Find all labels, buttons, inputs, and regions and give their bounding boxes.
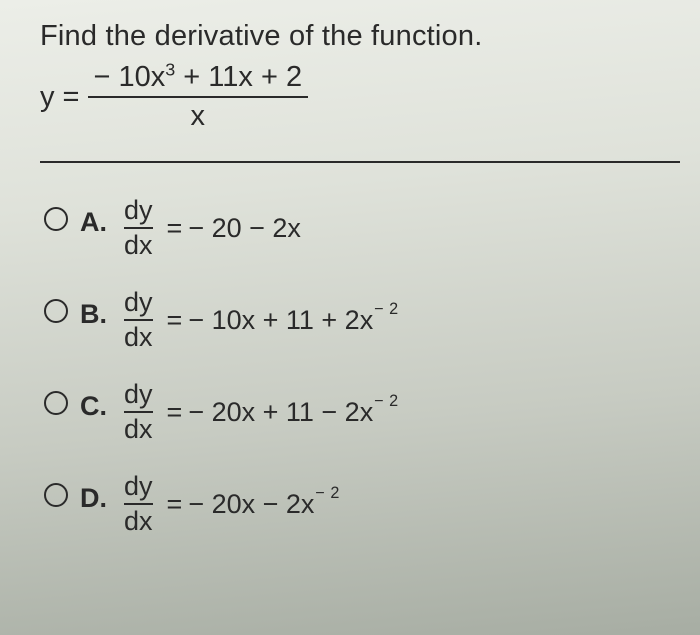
dy: dy <box>124 197 153 227</box>
choice-letter: D. <box>80 483 110 514</box>
rhs-main: − 20x + 11 − 2x <box>188 397 373 427</box>
choice-d[interactable]: D. dy dx = − 20x − 2x− 2 <box>44 473 680 535</box>
content-area: Find the derivative of the function. y =… <box>40 20 680 565</box>
choice-letter: B. <box>80 299 110 330</box>
choice-c[interactable]: C. dy dx = − 20x + 11 − 2x− 2 <box>44 381 680 443</box>
equals-sign: = <box>167 489 183 520</box>
choice-letter: A. <box>80 207 110 238</box>
choice-b[interactable]: B. dy dx = − 10x + 11 + 2x− 2 <box>44 289 680 351</box>
num-lead: − 10x <box>94 61 166 93</box>
num-exp: 3 <box>165 59 175 79</box>
section-divider <box>40 161 680 163</box>
equation-lhs: y = <box>40 81 80 114</box>
dx: dx <box>124 229 153 259</box>
rhs-main: − 20 − 2x <box>188 213 301 243</box>
rhs-exp: − 2 <box>315 484 339 502</box>
dy-dx: dy dx <box>124 289 153 351</box>
choice-expression: dy dx = − 10x + 11 + 2x− 2 <box>124 289 399 351</box>
dy: dy <box>124 473 153 503</box>
equals-sign: = <box>167 305 183 336</box>
radio-icon[interactable] <box>44 391 68 415</box>
choice-a[interactable]: A. dy dx = − 20 − 2x <box>44 197 680 259</box>
rhs: − 20 − 2x <box>188 213 302 244</box>
equation-fraction: − 10x3 + 11x + 2 x <box>88 63 309 131</box>
dy: dy <box>124 289 153 319</box>
rhs-exp: − 2 <box>374 392 398 410</box>
num-tail: + 11x + 2 <box>175 61 302 93</box>
choice-expression: dy dx = − 20 − 2x <box>124 197 302 259</box>
dy-dx: dy dx <box>124 381 153 443</box>
equals-sign: = <box>167 397 183 428</box>
choice-letter: C. <box>80 391 110 422</box>
radio-icon[interactable] <box>44 207 68 231</box>
dx: dx <box>124 413 153 443</box>
equals-sign: = <box>167 213 183 244</box>
radio-icon[interactable] <box>44 299 68 323</box>
choice-expression: dy dx = − 20x − 2x− 2 <box>124 473 340 535</box>
worksheet-page: Find the derivative of the function. y =… <box>0 0 700 635</box>
rhs: − 10x + 11 + 2x− 2 <box>188 305 398 336</box>
answer-choices: A. dy dx = − 20 − 2x B. <box>40 197 680 535</box>
dy: dy <box>124 381 153 411</box>
question-prompt: Find the derivative of the function. <box>40 20 680 53</box>
equation-numerator: − 10x3 + 11x + 2 <box>88 63 309 96</box>
rhs-exp: − 2 <box>374 300 398 318</box>
rhs-main: − 20x − 2x <box>188 489 314 519</box>
dy-dx: dy dx <box>124 473 153 535</box>
choice-expression: dy dx = − 20x + 11 − 2x− 2 <box>124 381 399 443</box>
rhs-main: − 10x + 11 + 2x <box>188 305 373 335</box>
rhs: − 20x + 11 − 2x− 2 <box>188 397 398 428</box>
dx: dx <box>124 505 153 535</box>
radio-icon[interactable] <box>44 483 68 507</box>
equation-denominator: x <box>185 98 212 131</box>
dy-dx: dy dx <box>124 197 153 259</box>
rhs: − 20x − 2x− 2 <box>188 489 340 520</box>
function-equation: y = − 10x3 + 11x + 2 x <box>40 63 680 131</box>
dx: dx <box>124 321 153 351</box>
